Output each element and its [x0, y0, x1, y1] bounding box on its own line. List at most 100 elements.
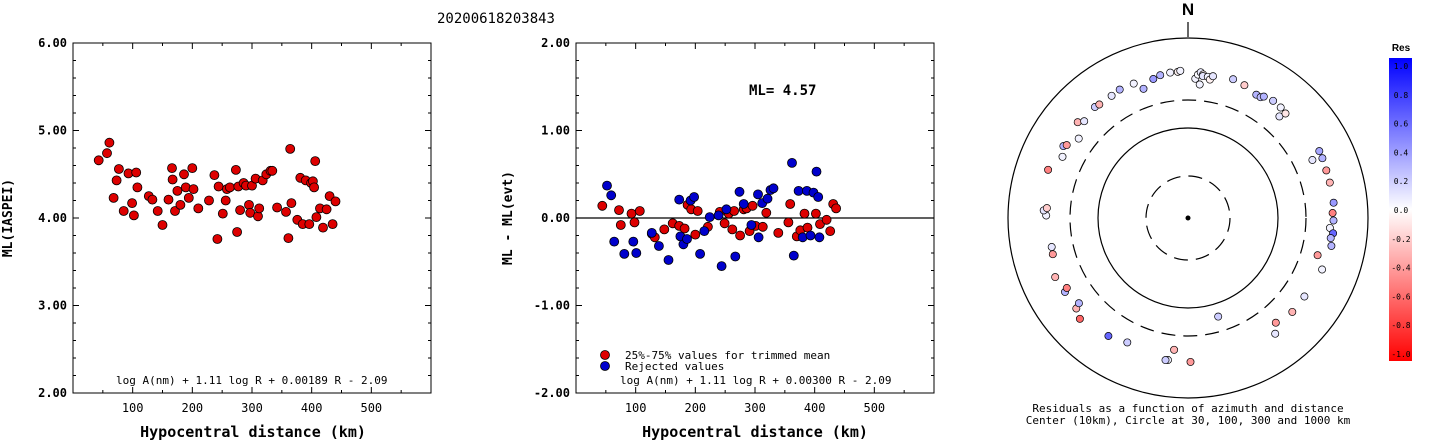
ml-residual-data-point: [716, 261, 727, 272]
ml-residual-data-point: [654, 241, 664, 251]
ml-iaspei-plot-frame: [72, 42, 432, 394]
polar-residual-point: [1318, 265, 1327, 274]
polar-center-dot: [1185, 215, 1191, 221]
ml-residual-data-point: [699, 226, 710, 237]
colorbar-tick-label: -0.8: [1391, 321, 1410, 330]
ml-iaspei-data-point: [183, 192, 194, 203]
ml-iaspei-data-point: [163, 194, 174, 205]
ml-iaspei-data-point: [167, 163, 177, 174]
ml-residual-data-point: [761, 207, 772, 218]
ml-iaspei-data-point: [188, 184, 199, 195]
ml-residual-data-point: [602, 180, 612, 191]
polar-residual-point: [1139, 84, 1148, 93]
ml-iaspei-x-tick-label: 500: [360, 401, 382, 415]
legend-marker-rejected: [600, 361, 610, 371]
ml-residual-data-point: [626, 208, 637, 219]
ml-residual-data-point: [783, 217, 794, 228]
ml-iaspei-data-point: [102, 148, 112, 159]
ml-iaspei-y-tick-label: 3.00: [38, 299, 67, 313]
polar-residual-point: [1048, 250, 1057, 259]
ml-residual-x-tick-label: 100: [625, 401, 647, 415]
polar-residual-point: [1062, 141, 1071, 150]
ml-residual-data-point: [753, 232, 764, 243]
ml-residual-data-point: [692, 206, 703, 216]
ml-residual-x-tick-label: 500: [863, 401, 885, 415]
polar-residual-point: [1104, 332, 1113, 340]
ml-residual-data-point: [825, 226, 836, 237]
ml-iaspei-data-point: [217, 208, 228, 219]
polar-residual-point: [1318, 154, 1327, 163]
ml-residual-data-point: [727, 224, 738, 235]
ml-iaspei-data-point: [267, 165, 278, 176]
polar-residual-point: [1073, 118, 1082, 127]
polar-residual-point: [1214, 312, 1223, 321]
ml-residual-data-point: [734, 186, 745, 197]
ml-residual-data-point: [762, 193, 773, 204]
ml-residual-data-point: [730, 251, 741, 262]
ml-residual-data-point: [690, 229, 701, 240]
ml-residual-data-point: [679, 223, 690, 234]
ml-iaspei-y-tick-label: 4.00: [38, 211, 67, 225]
ml-residual-data-point: [674, 194, 685, 205]
ml-residual-data-point: [753, 189, 763, 200]
ml-residual-data-point: [746, 220, 757, 230]
ml-residual-x-tick-label: 400: [804, 401, 826, 415]
ml-residual-data-point: [695, 248, 705, 259]
ml-residual-data-point: [609, 236, 620, 247]
ml-iaspei-data-point: [318, 222, 328, 233]
ml-iaspei-data-point: [93, 155, 104, 166]
ml-residual-data-point: [785, 199, 796, 209]
polar-residual-point: [1075, 314, 1084, 323]
polar-residual-point: [1240, 81, 1249, 90]
ml-residual-y-tick-label: -2.00: [534, 386, 570, 400]
ml-iaspei-data-point: [170, 206, 180, 216]
ml-iaspei-data-point: [193, 203, 204, 214]
polar-caption-line1: Residuals as a function of azimuth and d…: [1032, 402, 1343, 415]
polar-residual-point: [1047, 243, 1056, 251]
polar-residual-point: [1080, 117, 1089, 126]
polar-residual-point: [1149, 75, 1158, 83]
ml-iaspei-data-point: [132, 182, 143, 193]
ml-iaspei-data-point: [235, 205, 246, 216]
ml-residual-data-point: [747, 200, 758, 211]
colorbar-tick-label: 1.0: [1394, 62, 1409, 71]
polar-residual-point: [1209, 72, 1217, 81]
polar-residual-point: [1322, 166, 1331, 175]
ml-residual-data-point: [757, 221, 768, 232]
polar-residual-point: [1129, 79, 1138, 88]
ml-residual-data-point: [597, 200, 608, 211]
distance-ring-100km: [1097, 127, 1279, 309]
ml-iaspei-data-point: [104, 137, 115, 148]
ml-residual-data-point: [821, 214, 832, 225]
ml-iaspei-data-point: [147, 194, 158, 205]
ml-residual-y-tick-label: -1.00: [534, 299, 570, 313]
ml-iaspei-data-point: [285, 143, 296, 154]
ml-iaspei-panel: ML(IASPEI) Hypocentral distance (km) log…: [1, 36, 432, 441]
colorbar-tick-label: 0.2: [1394, 177, 1409, 186]
ml-residual-data-point: [814, 232, 825, 243]
polar-residual-point: [1044, 165, 1053, 174]
polar-residual-point: [1325, 178, 1334, 187]
ml-iaspei-data-point: [309, 182, 320, 193]
ml-residual-x-tick-label: 200: [684, 401, 706, 415]
polar-residual-point: [1271, 318, 1280, 327]
ml-iaspei-data-point: [330, 196, 341, 207]
polar-residual-point: [1315, 147, 1324, 156]
polar-residual-point: [1328, 209, 1337, 217]
ml-residual-formula: log A(nm) + 1.11 log R + 0.00300 R - 2.0…: [620, 374, 892, 387]
ml-iaspei-data-point: [187, 163, 198, 174]
ml-iaspei-data-point: [230, 164, 241, 175]
polar-residual-point: [1074, 134, 1083, 143]
ml-residual-panel: ML - ML(evt) Hypocentral distance (km) M…: [501, 36, 935, 441]
polar-residual-point: [1058, 152, 1067, 161]
ml-residual-data-point: [735, 230, 745, 241]
ml-iaspei-data-point: [232, 227, 243, 237]
ml-residual-y-tick-label: 2.00: [541, 36, 570, 50]
polar-residual-point: [1313, 251, 1322, 260]
ml-residual-data-point: [768, 183, 779, 194]
ml-iaspei-data-point: [204, 195, 214, 206]
colorbar: [1389, 58, 1412, 361]
colorbar-tick-label: 0.6: [1394, 120, 1409, 129]
ml-iaspei-data-point: [272, 202, 283, 213]
